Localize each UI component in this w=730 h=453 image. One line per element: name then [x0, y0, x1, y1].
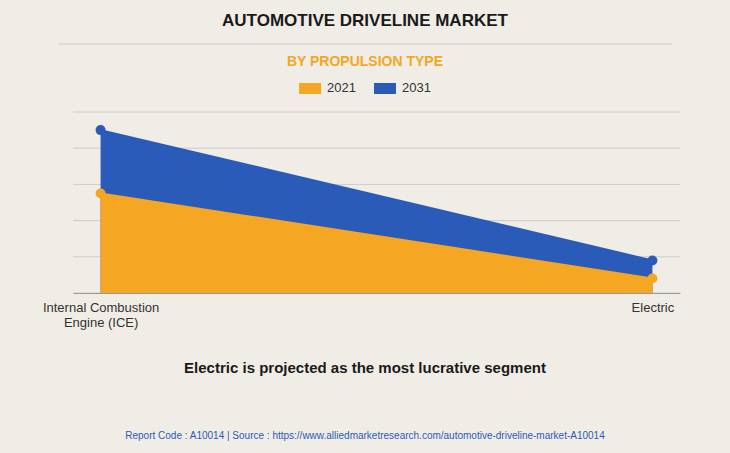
legend: 2021 2031 [299, 80, 431, 95]
tick: Internal CombustionEngine (ICE) [43, 293, 159, 330]
tick: Electric [632, 293, 675, 315]
line [101, 130, 653, 260]
legend-item: 2021 [299, 80, 356, 95]
grid [73, 112, 680, 293]
marker [96, 125, 106, 135]
legend-swatch [374, 83, 396, 94]
line [101, 193, 653, 278]
axis-line [74, 293, 681, 294]
annotation: Report Code : A10014 | Source : https://… [125, 430, 605, 441]
grid-line [73, 112, 680, 113]
legend-swatch [299, 83, 321, 94]
divider [58, 44, 671, 45]
subtitle: BY PROPULSION TYPE [287, 53, 443, 69]
plot-area [96, 125, 658, 293]
marker [647, 255, 657, 265]
legend-label: 2031 [402, 80, 431, 95]
tick-label: Internal CombustionEngine (ICE) [43, 300, 159, 330]
x-axis: Internal CombustionEngine (ICE) Electric [43, 293, 681, 330]
annotation: Electric is projected as the most lucrat… [184, 359, 546, 376]
tick-label: Electric [632, 300, 675, 315]
area [101, 130, 653, 293]
area [101, 193, 653, 293]
chart: AUTOMOTIVE DRIVELINE MARKET BY PROPULSION… [0, 0, 730, 453]
marker [96, 188, 106, 198]
marker [647, 274, 657, 284]
title: AUTOMOTIVE DRIVELINE MARKET [222, 11, 508, 30]
legend-label: 2021 [327, 80, 356, 95]
legend-item: 2031 [374, 80, 431, 95]
background [0, 0, 730, 453]
